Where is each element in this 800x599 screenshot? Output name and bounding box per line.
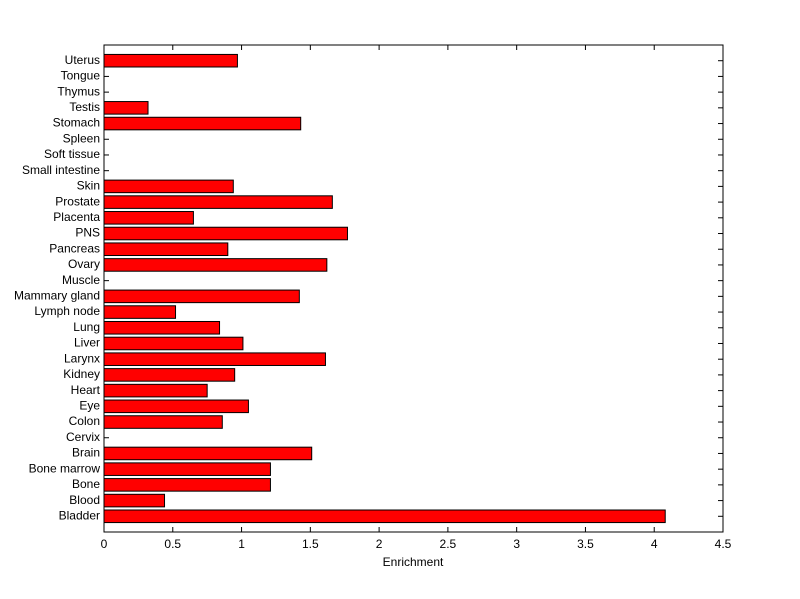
y-tick-label: Ovary bbox=[68, 257, 100, 271]
x-tick-label: 0 bbox=[101, 537, 108, 551]
x-tick-label: 2 bbox=[376, 537, 383, 551]
y-tick-label: Brain bbox=[72, 446, 100, 460]
bar bbox=[103, 415, 223, 429]
y-tick-label: Liver bbox=[74, 336, 100, 350]
y-tick-label: Bone bbox=[72, 477, 100, 491]
x-tick-label: 0.5 bbox=[164, 537, 181, 551]
y-tick-label: Heart bbox=[71, 383, 101, 397]
bar bbox=[103, 368, 236, 382]
y-tick-label: Lung bbox=[73, 320, 100, 334]
x-tick-label: 1 bbox=[238, 537, 245, 551]
y-tick-label: Lymph node bbox=[34, 304, 100, 318]
y-tick-label: Tongue bbox=[61, 69, 101, 83]
bar bbox=[103, 509, 666, 524]
bar bbox=[103, 462, 271, 476]
bar bbox=[103, 289, 300, 304]
y-tick-label: PNS bbox=[75, 226, 100, 240]
bar bbox=[103, 493, 166, 508]
bar bbox=[103, 116, 302, 131]
y-tick-label: Muscle bbox=[62, 273, 100, 287]
bar bbox=[103, 446, 313, 461]
x-tick-label: 3.5 bbox=[577, 537, 594, 551]
x-tick-label: 1.5 bbox=[302, 537, 319, 551]
y-tick-label: Cervix bbox=[66, 430, 100, 444]
x-axis-label: Enrichment bbox=[383, 555, 444, 569]
y-tick-label: Blood bbox=[69, 493, 100, 507]
bar bbox=[103, 226, 348, 241]
x-tick-label: 4.5 bbox=[715, 537, 732, 551]
bar bbox=[103, 336, 244, 351]
bar bbox=[103, 320, 221, 335]
y-tick-label: Prostate bbox=[55, 194, 100, 208]
y-tick-label: Spleen bbox=[63, 131, 100, 145]
y-tick-label: Stomach bbox=[53, 116, 100, 130]
bar bbox=[103, 352, 326, 366]
y-tick-label: Bone marrow bbox=[29, 461, 101, 475]
bar bbox=[103, 478, 271, 492]
bar bbox=[103, 195, 333, 209]
y-tick-label: Small intestine bbox=[22, 163, 100, 177]
x-tick-label: 2.5 bbox=[440, 537, 457, 551]
y-tick-label: Placenta bbox=[53, 210, 100, 224]
y-tick-label: Uterus bbox=[65, 53, 100, 67]
y-tick-label: Skin bbox=[77, 179, 100, 193]
y-tick-label: Bladder bbox=[59, 508, 100, 522]
y-tick-label: Testis bbox=[69, 100, 100, 114]
x-tick-label: 4 bbox=[651, 537, 658, 551]
y-tick-label: Kidney bbox=[63, 367, 100, 381]
x-tick-label: 3 bbox=[513, 537, 520, 551]
bar bbox=[103, 399, 249, 414]
bar bbox=[103, 258, 328, 272]
bar bbox=[103, 305, 177, 319]
bar bbox=[103, 211, 194, 225]
y-tick-label: Eye bbox=[79, 398, 100, 412]
plot-frame bbox=[103, 44, 724, 533]
bar bbox=[103, 53, 238, 68]
bar bbox=[103, 179, 234, 194]
y-tick-label: Thymus bbox=[57, 84, 100, 98]
y-tick-label: Mammary gland bbox=[14, 289, 100, 303]
bar bbox=[103, 101, 149, 115]
y-tick-label: Pancreas bbox=[49, 241, 100, 255]
y-tick-label: Soft tissue bbox=[44, 147, 100, 161]
bar bbox=[103, 242, 229, 257]
y-tick-label: Colon bbox=[69, 414, 100, 428]
y-tick-label: Larynx bbox=[64, 351, 100, 365]
bar bbox=[103, 383, 208, 398]
